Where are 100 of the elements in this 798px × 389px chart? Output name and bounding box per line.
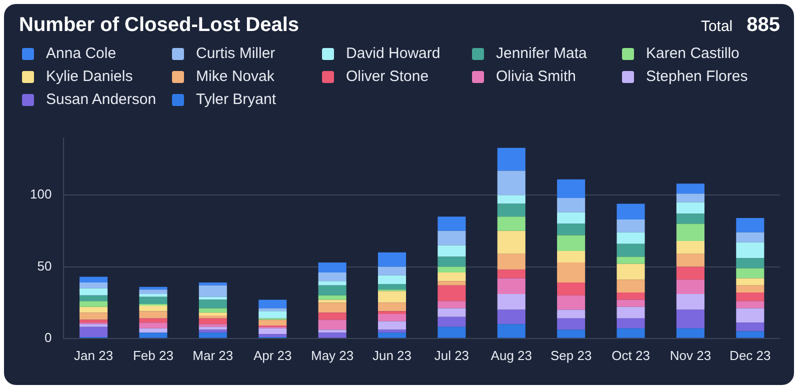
bar [497, 310, 526, 324]
x-tick-label: Oct 23 [612, 348, 650, 363]
bar [139, 296, 168, 304]
bar [557, 179, 586, 198]
bar [378, 275, 406, 284]
bar [80, 288, 108, 296]
bar [139, 332, 168, 338]
bar [438, 216, 466, 231]
bar [557, 212, 586, 224]
x-tick-label: Jan 23 [74, 348, 114, 363]
bar [139, 305, 168, 312]
bar [497, 324, 526, 338]
bar [557, 282, 586, 296]
bar [378, 252, 406, 267]
bar [438, 266, 466, 272]
legend-label: Curtis Miller [196, 45, 276, 62]
bar [497, 230, 526, 254]
bar [616, 300, 645, 307]
bar [438, 245, 466, 257]
bar [676, 184, 704, 194]
bar [139, 328, 168, 333]
bar [616, 244, 645, 257]
x-tick-label: Apr 23 [253, 348, 292, 363]
bar [736, 242, 764, 258]
bar [438, 230, 466, 246]
x-tick-label: Sep 23 [550, 348, 592, 363]
bar [616, 219, 645, 232]
bar [736, 292, 764, 302]
x-tick-label: Feb 23 [132, 348, 174, 363]
bar [736, 258, 764, 268]
bar [318, 302, 346, 313]
bar [676, 254, 704, 267]
bar [378, 321, 406, 330]
bar [497, 148, 526, 171]
legend-label: Kylie Daniels [46, 68, 133, 85]
bar [616, 264, 645, 280]
bar [497, 294, 526, 310]
bar [676, 194, 704, 202]
bar [139, 290, 168, 294]
bar [676, 240, 704, 254]
bar [616, 204, 645, 220]
bar [378, 266, 406, 276]
bar [557, 250, 586, 262]
bar [557, 310, 586, 318]
bar [80, 276, 108, 283]
bar [736, 268, 764, 278]
bar [438, 316, 466, 327]
legend-label: Karen Castillo [646, 45, 740, 62]
bar [378, 314, 406, 322]
bar [616, 280, 645, 293]
legend-label: Olivia Smith [496, 68, 576, 85]
bar [198, 285, 227, 297]
bar [198, 282, 227, 286]
legend-label: Susan Anderson [46, 91, 156, 108]
x-tick-label: Nov 23 [670, 348, 712, 363]
bar [198, 300, 227, 308]
bar [557, 235, 586, 251]
bar [616, 328, 645, 338]
legend-label: Mike Novak [196, 68, 274, 85]
bar [736, 218, 764, 232]
bar [318, 295, 346, 300]
bar [497, 270, 526, 278]
text: 885 [746, 14, 780, 37]
bar [676, 280, 704, 294]
bar [736, 278, 764, 286]
bar [318, 320, 346, 330]
bar [736, 301, 764, 308]
bar [80, 306, 108, 313]
bar [318, 332, 346, 338]
bar [258, 328, 287, 334]
bar [378, 311, 406, 314]
bar [438, 326, 466, 338]
bar [676, 310, 704, 328]
y-tick-label: 50 [37, 258, 52, 274]
bar [80, 295, 108, 302]
x-tick-label: May 23 [310, 348, 354, 363]
bar [736, 232, 764, 242]
bar [497, 254, 526, 270]
bar [557, 295, 586, 310]
bar [378, 284, 406, 290]
bar [318, 300, 346, 303]
bar [139, 294, 168, 297]
bar [139, 322, 168, 328]
x-tick-label: Dec 23 [730, 348, 771, 363]
bar [497, 204, 526, 217]
legend-label: Oliver Stone [346, 68, 429, 85]
bar [258, 311, 287, 318]
bar [438, 272, 466, 282]
bar [438, 301, 466, 308]
bar [497, 170, 526, 196]
x-tick-label: Jun 23 [372, 348, 412, 363]
x-tick-label: Aug 23 [490, 348, 532, 363]
bar [378, 302, 406, 312]
text: Total [700, 18, 733, 35]
bar [198, 324, 227, 327]
bar [438, 281, 466, 286]
bar [438, 285, 466, 302]
bar [497, 278, 526, 294]
bar [676, 294, 704, 310]
bar [616, 318, 645, 328]
